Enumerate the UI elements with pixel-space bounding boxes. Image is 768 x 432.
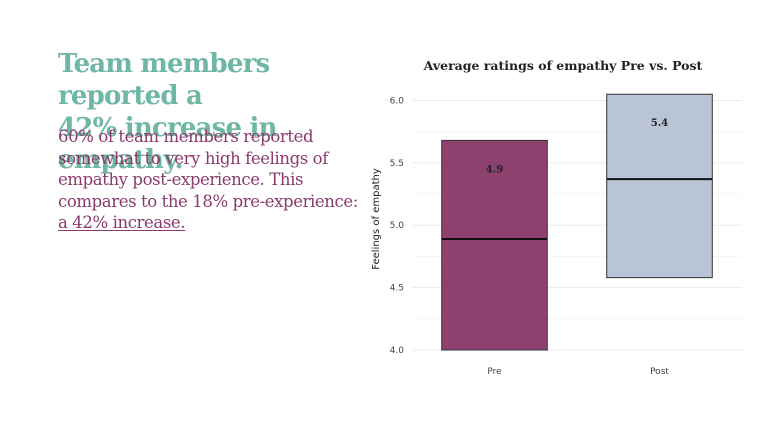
y-tick-label-4: 6.0 [390,96,405,106]
data-label-post: 5.4 [651,118,668,129]
headline: Team members reported a 42% increase in … [58,48,378,176]
ticks-layer: 4.0 4.5 5.0 5.5 6.0 Pre Post [390,96,670,377]
bar-pre [441,139,548,351]
y-tick-label-2: 5.0 [390,221,405,231]
headline-line-2: 42% increase in empathy. [58,113,277,175]
body-highlight: a 42% increase. [58,213,186,232]
y-tick-label-3: 5.5 [390,159,404,169]
empathy-chart: Average ratings of empathy Pre vs. Post … [360,50,760,390]
chart-svg: Average ratings of empathy Pre vs. Post … [371,58,742,377]
bars-layer: 4.9 5.4 [441,93,713,351]
body-paragraph: 60% of team members reported somewhat to… [58,126,368,234]
body-text: 60% of team members reported somewhat to… [58,127,358,211]
headline-line-1: Team members reported a [58,49,270,111]
y-tick-label-1: 4.5 [390,284,404,294]
x-tick-label-post: Post [650,367,669,377]
data-label-pre: 4.9 [486,164,503,175]
y-axis-label: Feelings of empathy [371,168,382,270]
y-tick-label-0: 4.0 [390,346,405,356]
x-tick-label-pre: Pre [487,367,502,377]
chart-title: Average ratings of empathy Pre vs. Post [423,58,703,73]
bar-post [606,93,713,279]
